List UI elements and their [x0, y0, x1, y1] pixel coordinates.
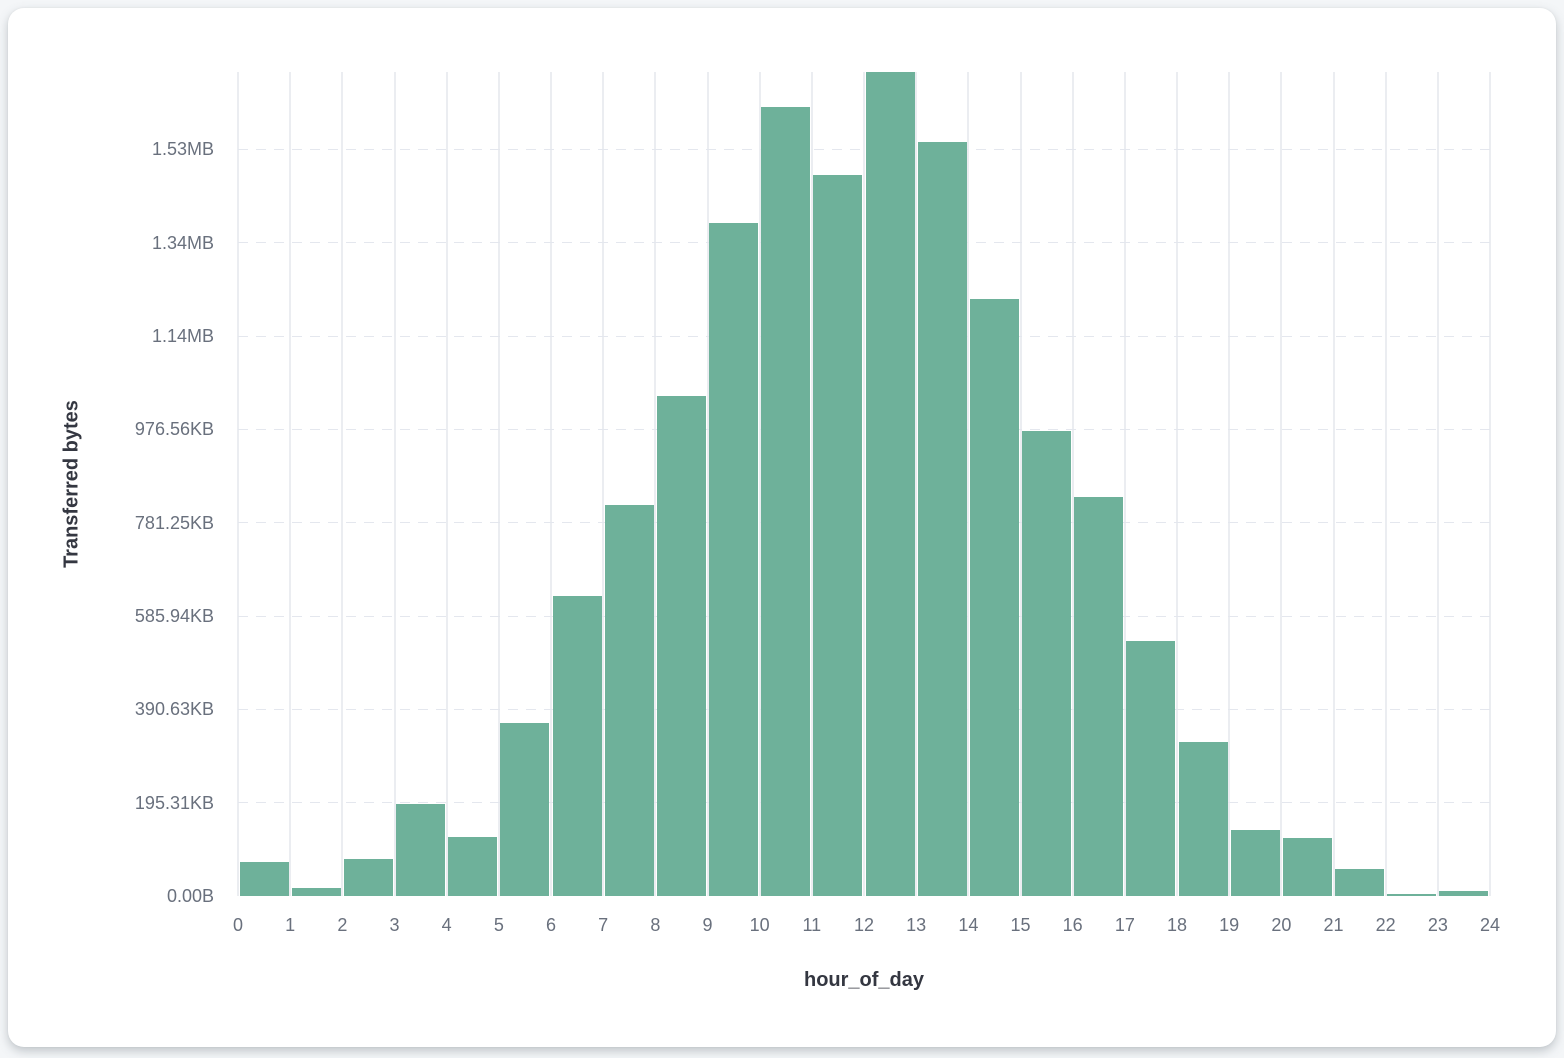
x-tick-label-22: 22 — [1375, 915, 1396, 935]
x-tick-label-17: 17 — [1114, 915, 1135, 935]
bar-hour-10[interactable] — [761, 106, 811, 896]
vertical-gridline-2 — [341, 72, 344, 896]
bar-hour-15[interactable] — [1022, 431, 1072, 896]
vertical-gridline-6 — [550, 72, 552, 896]
bar-hour-18[interactable] — [1178, 741, 1228, 896]
horizontal-gridline-1.34MB — [238, 242, 1490, 244]
vertical-gridline-21 — [1332, 72, 1335, 896]
x-tick-label-8: 8 — [650, 915, 661, 935]
vertical-gridline-9 — [706, 72, 709, 896]
vertical-gridline-20 — [1280, 72, 1283, 896]
x-tick-label-0: 0 — [232, 915, 243, 935]
x-tick-label-3: 3 — [389, 915, 400, 935]
y-tick-label-585.94KB: 585.94KB — [134, 606, 214, 627]
vertical-gridline-22 — [1384, 72, 1387, 896]
horizontal-gridline-585.94KB — [238, 615, 1490, 617]
vertical-gridline-13 — [915, 72, 918, 896]
vertical-gridline-16 — [1071, 72, 1074, 896]
vertical-gridline-4 — [445, 72, 448, 896]
horizontal-gridline-195.31KB — [238, 802, 1490, 804]
y-tick-label-195.31KB: 195.31KB — [134, 792, 214, 813]
bar-hour-6[interactable] — [552, 596, 602, 896]
vertical-gridline-3 — [393, 72, 396, 896]
bar-hour-13[interactable] — [917, 142, 967, 896]
bar-hour-9[interactable] — [709, 222, 759, 896]
vertical-gridline-15 — [1019, 72, 1022, 896]
vertical-gridline-14 — [967, 72, 970, 896]
x-tick-label-2: 2 — [337, 915, 348, 935]
vertical-gridline-8 — [654, 72, 657, 896]
y-tick-label-976.56KB: 976.56KB — [134, 419, 214, 440]
y-tick-label-390.63KB: 390.63KB — [134, 699, 214, 720]
x-tick-label-16: 16 — [1062, 915, 1083, 935]
x-tick-label-12: 12 — [853, 915, 875, 935]
bar-hour-11[interactable] — [813, 174, 863, 896]
y-tick-label-1.53MB: 1.53MB — [151, 139, 214, 160]
x-tick-label-19: 19 — [1219, 915, 1240, 935]
bar-hour-12[interactable] — [865, 72, 915, 896]
horizontal-gridline-976.56KB — [238, 428, 1490, 430]
x-tick-label-4: 4 — [441, 915, 452, 935]
horizontal-gridline-390.63KB — [238, 708, 1490, 710]
plot-area — [237, 72, 1491, 896]
bar-hour-7[interactable] — [604, 504, 654, 896]
bar-hour-3[interactable] — [396, 804, 446, 896]
x-tick-label-11: 11 — [802, 915, 822, 935]
bar-hour-1[interactable] — [291, 887, 341, 896]
chart-card: 0.00B 195.31KB 390.63KB 585.94KB 781.25KB 976… — [8, 8, 1556, 1047]
x-axis-title: hour_of_day — [803, 969, 925, 991]
vertical-gridline-12 — [863, 72, 865, 896]
vertical-gridline-24 — [1489, 72, 1491, 896]
bar-hour-2[interactable] — [343, 859, 393, 896]
bar-hour-23[interactable] — [1439, 891, 1489, 896]
bar-hour-5[interactable] — [500, 723, 550, 896]
x-tick-label-10: 10 — [749, 915, 770, 935]
vertical-gridline-10 — [758, 72, 761, 896]
x-tick-label-24: 24 — [1479, 915, 1501, 935]
vertical-gridline-0 — [237, 72, 239, 896]
y-tick-label-1.34MB: 1.34MB — [151, 232, 214, 253]
vertical-gridline-19 — [1228, 72, 1231, 896]
vertical-gridline-5 — [497, 72, 500, 896]
y-axis-title: Transferred bytes — [60, 400, 83, 568]
vertical-gridline-1 — [289, 72, 292, 896]
bar-hour-17[interactable] — [1126, 641, 1176, 896]
vertical-gridline-23 — [1436, 72, 1439, 896]
vertical-gridline-17 — [1123, 72, 1126, 896]
x-tick-label-13: 13 — [906, 915, 927, 935]
x-tick-label-14: 14 — [958, 915, 979, 935]
horizontal-gridline-1.14MB — [238, 335, 1490, 337]
x-tick-label-9: 9 — [702, 915, 713, 935]
bar-hour-20[interactable] — [1282, 837, 1332, 896]
bar-hour-21[interactable] — [1335, 869, 1385, 896]
vertical-gridline-18 — [1176, 72, 1178, 896]
bar-hour-16[interactable] — [1074, 496, 1124, 896]
vertical-gridline-7 — [602, 72, 605, 896]
x-tick-label-20: 20 — [1271, 915, 1292, 935]
bar-hour-0[interactable] — [239, 862, 289, 896]
y-tick-label-0.00B: 0.00B — [166, 886, 214, 906]
x-tick-label-23: 23 — [1427, 915, 1448, 935]
x-tick-label-21: 21 — [1323, 915, 1344, 935]
bar-hour-14[interactable] — [969, 298, 1019, 896]
bar-hour-19[interactable] — [1230, 830, 1280, 896]
bar-hour-4[interactable] — [448, 837, 498, 896]
x-tick-label-18: 18 — [1166, 915, 1188, 935]
vertical-gridline-11 — [810, 72, 813, 896]
x-tick-label-5: 5 — [493, 915, 504, 935]
y-tick-label-781.25KB: 781.25KB — [134, 512, 214, 533]
x-tick-label-1: 1 — [285, 915, 296, 935]
y-tick-label-1.14MB: 1.14MB — [151, 326, 214, 347]
x-tick-label-6: 6 — [545, 915, 556, 935]
horizontal-gridline-781.25KB — [238, 522, 1490, 524]
x-tick-label-7: 7 — [598, 915, 609, 935]
x-tick-label-15: 15 — [1010, 915, 1031, 935]
bar-hour-22[interactable] — [1387, 894, 1437, 896]
bar-hour-8[interactable] — [656, 396, 706, 896]
horizontal-gridline-1.53MB — [238, 148, 1490, 150]
